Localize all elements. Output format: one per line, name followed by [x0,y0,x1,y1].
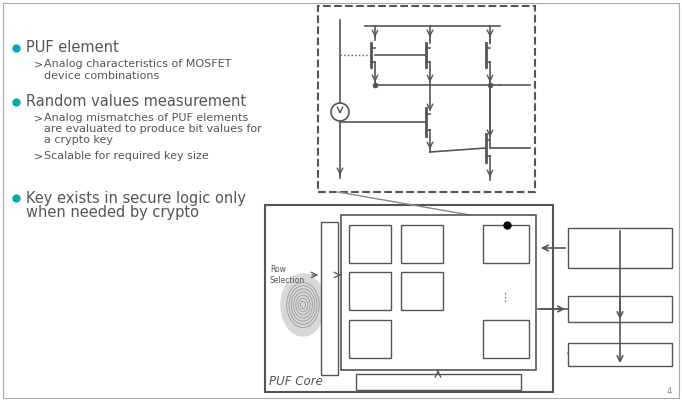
Text: 1,2: 1,2 [415,239,429,249]
Bar [401,225,443,263]
Text: a crypto key: a crypto key [44,135,113,145]
Text: ⋮: ⋮ [364,291,378,305]
Text: >: > [34,113,43,123]
Text: when needed by crypto: when needed by crypto [26,205,199,219]
Text: Column Selection: Column Selection [401,379,475,388]
Text: Random values measurement: Random values measurement [26,95,246,109]
Bar [483,320,529,358]
Circle shape [331,103,349,121]
Bar [568,296,672,322]
Text: are evaluated to produce bit values for: are evaluated to produce bit values for [44,124,262,134]
Text: Key Generation: Key Generation [580,304,660,314]
Bar [349,225,391,263]
Text: 16,16: 16,16 [493,334,519,344]
Bar [341,215,536,370]
Bar [265,205,553,392]
Text: 16,1: 16,1 [360,334,380,344]
Text: >: > [34,151,43,161]
Text: Row Decoder: Row Decoder [325,273,333,323]
Text: PUF Core: PUF Core [269,375,323,388]
Text: Scalable for required key size: Scalable for required key size [44,151,209,161]
Text: <--------Key Value------->: <--------Key Value-------> [566,350,674,358]
Text: 1,1: 1,1 [363,239,377,249]
Text: 4: 4 [667,387,672,396]
Bar [483,225,529,263]
Text: Row
Selection: Row Selection [270,265,306,285]
Text: 2,1: 2,1 [363,286,377,296]
Bar [401,272,443,310]
Text: Analog characteristics of MOSFET: Analog characteristics of MOSFET [44,59,231,69]
Text: >: > [34,59,43,69]
Bar [349,320,391,358]
Bar [568,228,672,268]
Bar [356,374,521,390]
Bar [318,6,535,192]
Ellipse shape [281,274,325,336]
Bar [568,343,672,366]
Text: ⋮: ⋮ [499,293,511,303]
Text: Analog mismatches of PUF elements: Analog mismatches of PUF elements [44,113,248,123]
Text: Key Generation
Control Logic: Key Generation Control Logic [580,237,660,259]
Text: device combinations: device combinations [44,71,160,81]
Text: PUF element: PUF element [26,41,119,55]
Bar [349,272,391,310]
Text: 1,16: 1,16 [496,239,516,249]
Text: Column Decoder: Column Decoder [397,377,479,387]
Bar [321,222,338,375]
Text: 2,2: 2,2 [415,286,429,296]
Text: Key exists in secure logic only: Key exists in secure logic only [26,190,246,205]
